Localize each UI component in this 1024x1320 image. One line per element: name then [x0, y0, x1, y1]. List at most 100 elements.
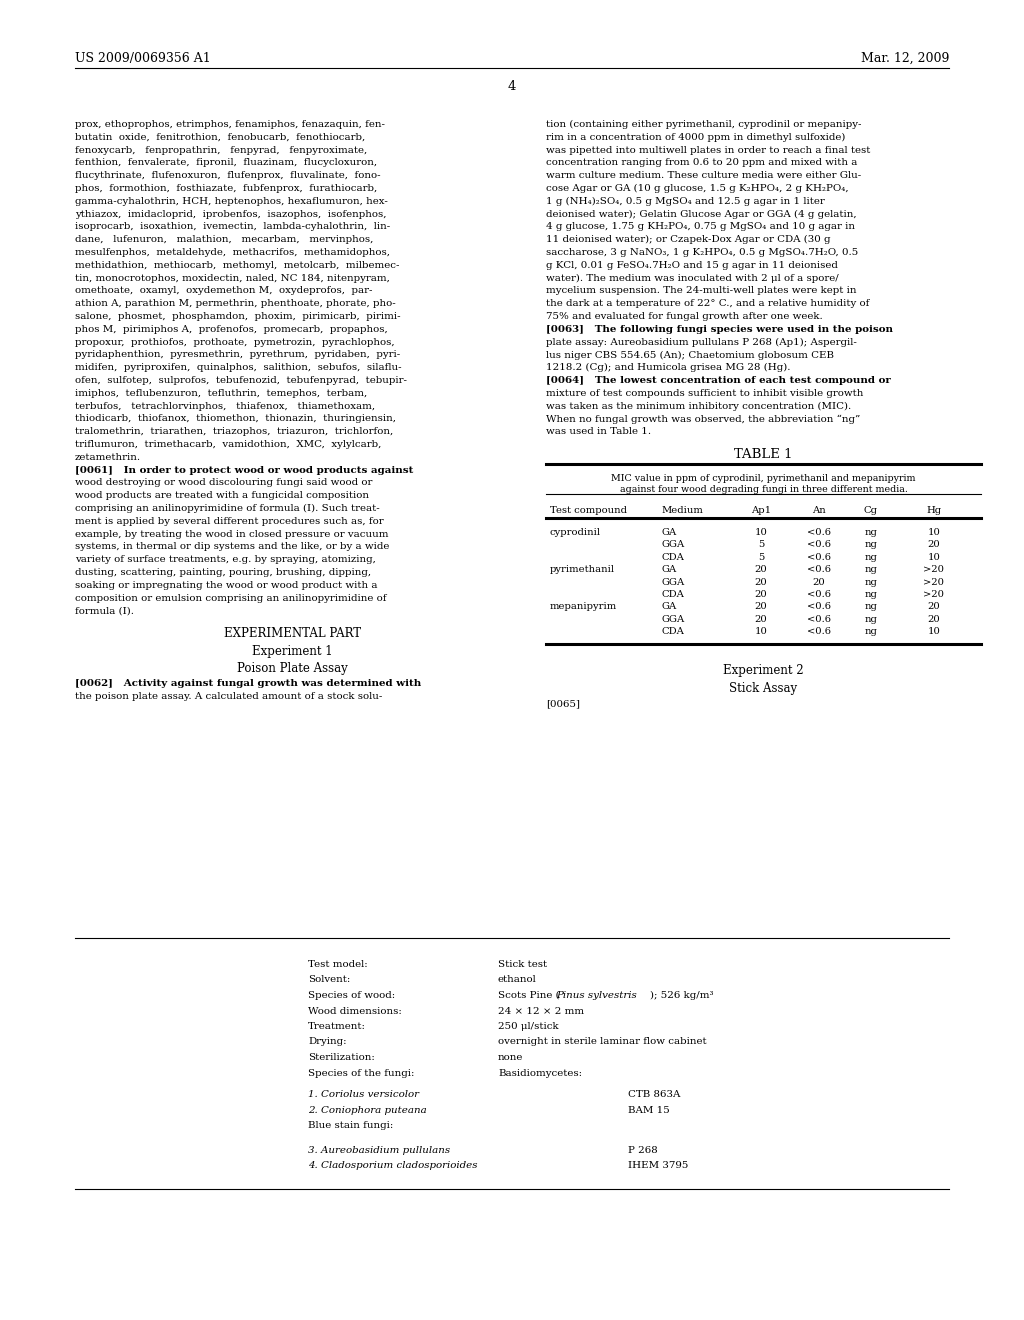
Text: 20: 20 — [928, 615, 940, 624]
Text: overnight in sterile laminar flow cabinet: overnight in sterile laminar flow cabine… — [498, 1038, 707, 1047]
Text: was used in Table 1.: was used in Table 1. — [546, 428, 651, 436]
Text: 10: 10 — [928, 627, 940, 636]
Text: tion (containing either pyrimethanil, cyprodinil or mepanipy-: tion (containing either pyrimethanil, cy… — [546, 120, 861, 129]
Text: 250 μl/stick: 250 μl/stick — [498, 1022, 559, 1031]
Text: tin, monocrotophos, moxidectin, naled, NC 184, nitenpyram,: tin, monocrotophos, moxidectin, naled, N… — [75, 273, 390, 282]
Text: concentration ranging from 0.6 to 20 ppm and mixed with a: concentration ranging from 0.6 to 20 ppm… — [546, 158, 857, 168]
Text: tralomethrin,  triarathen,  triazophos,  triazuron,  trichlorfon,: tralomethrin, triarathen, triazophos, tr… — [75, 428, 393, 436]
Text: zetamethrin.: zetamethrin. — [75, 453, 141, 462]
Text: 20: 20 — [928, 602, 940, 611]
Text: prox, ethoprophos, etrimphos, fenamiphos, fenazaquin, fen-: prox, ethoprophos, etrimphos, fenamiphos… — [75, 120, 385, 129]
Text: Solvent:: Solvent: — [308, 975, 350, 985]
Text: 1. Coriolus versicolor: 1. Coriolus versicolor — [308, 1090, 419, 1100]
Text: deionised water); Gelatin Glucose Agar or GGA (4 g gelatin,: deionised water); Gelatin Glucose Agar o… — [546, 210, 857, 219]
Text: propoxur,  prothiofos,  prothoate,  pymetrozin,  pyrachlophos,: propoxur, prothiofos, prothoate, pymetro… — [75, 338, 394, 347]
Text: triflumuron,  trimethacarb,  vamidothion,  XMC,  xylylcarb,: triflumuron, trimethacarb, vamidothion, … — [75, 440, 381, 449]
Text: was taken as the minimum inhibitory concentration (MIC).: was taken as the minimum inhibitory conc… — [546, 401, 851, 411]
Text: Sterilization:: Sterilization: — [308, 1053, 375, 1063]
Text: lus niger CBS 554.65 (An); Chaetomium globosum CEB: lus niger CBS 554.65 (An); Chaetomium gl… — [546, 350, 834, 359]
Text: mepanipyrim: mepanipyrim — [550, 602, 617, 611]
Text: <0.6: <0.6 — [807, 615, 831, 624]
Text: ment is applied by several different procedures such as, for: ment is applied by several different pro… — [75, 517, 384, 525]
Text: Species of the fungi:: Species of the fungi: — [308, 1068, 415, 1077]
Text: Basidiomycetes:: Basidiomycetes: — [498, 1068, 582, 1077]
Text: pyridaphenthion,  pyresmethrin,  pyrethrum,  pyridaben,  pyri-: pyridaphenthion, pyresmethrin, pyrethrum… — [75, 350, 400, 359]
Text: GA: GA — [662, 565, 676, 574]
Text: GA: GA — [662, 602, 676, 611]
Text: P 268: P 268 — [628, 1146, 657, 1155]
Text: cyprodinil: cyprodinil — [550, 528, 601, 537]
Text: example, by treating the wood in closed pressure or vacuum: example, by treating the wood in closed … — [75, 529, 388, 539]
Text: [0061]   In order to protect wood or wood products against: [0061] In order to protect wood or wood … — [75, 466, 414, 475]
Text: g KCl, 0.01 g FeSO₄.7H₂O and 15 g agar in 11 deionised: g KCl, 0.01 g FeSO₄.7H₂O and 15 g agar i… — [546, 261, 838, 269]
Text: ng: ng — [864, 627, 878, 636]
Text: composition or emulsion comprising an anilinopyrimidine of: composition or emulsion comprising an an… — [75, 594, 386, 603]
Text: 20: 20 — [755, 565, 767, 574]
Text: systems, in thermal or dip systems and the like, or by a wide: systems, in thermal or dip systems and t… — [75, 543, 389, 552]
Text: 11 deionised water); or Czapek-Dox Agar or CDA (30 g: 11 deionised water); or Czapek-Dox Agar … — [546, 235, 830, 244]
Text: rim in a concentration of 4000 ppm in dimethyl sulfoxide): rim in a concentration of 4000 ppm in di… — [546, 133, 846, 143]
Text: CDA: CDA — [662, 553, 684, 562]
Text: >20: >20 — [924, 578, 944, 586]
Text: US 2009/0069356 A1: US 2009/0069356 A1 — [75, 51, 211, 65]
Text: CTB 863A: CTB 863A — [628, 1090, 680, 1100]
Text: terbufos,   tetrachlorvinphos,   thiafenox,   thiamethoxam,: terbufos, tetrachlorvinphos, thiafenox, … — [75, 401, 375, 411]
Text: ng: ng — [864, 540, 878, 549]
Text: <0.6: <0.6 — [807, 602, 831, 611]
Text: ); 526 kg/m³: ); 526 kg/m³ — [650, 991, 714, 1001]
Text: 10: 10 — [755, 627, 767, 636]
Text: ng: ng — [864, 553, 878, 562]
Text: saccharose, 3 g NaNO₃, 1 g K₂HPO₄, 0.5 g MgSO₄.7H₂O, 0.5: saccharose, 3 g NaNO₃, 1 g K₂HPO₄, 0.5 g… — [546, 248, 858, 257]
Text: Treatment:: Treatment: — [308, 1022, 366, 1031]
Text: Mar. 12, 2009: Mar. 12, 2009 — [860, 51, 949, 65]
Text: <0.6: <0.6 — [807, 540, 831, 549]
Text: CDA: CDA — [662, 627, 684, 636]
Text: CDA: CDA — [662, 590, 684, 599]
Text: athion A, parathion M, permethrin, phenthoate, phorate, pho-: athion A, parathion M, permethrin, phent… — [75, 300, 395, 308]
Text: An: An — [812, 506, 826, 515]
Text: ethanol: ethanol — [498, 975, 537, 985]
Text: methidathion,  methiocarb,  methomyl,  metolcarb,  milbemec-: methidathion, methiocarb, methomyl, meto… — [75, 261, 399, 269]
Text: soaking or impregnating the wood or wood product with a: soaking or impregnating the wood or wood… — [75, 581, 378, 590]
Text: Stick test: Stick test — [498, 960, 547, 969]
Text: mixture of test compounds sufficient to inhibit visible growth: mixture of test compounds sufficient to … — [546, 389, 863, 397]
Text: ng: ng — [864, 615, 878, 624]
Text: >20: >20 — [924, 565, 944, 574]
Text: midifen,  pyriproxifen,  quinalphos,  salithion,  sebufos,  silaflu-: midifen, pyriproxifen, quinalphos, salit… — [75, 363, 401, 372]
Text: Medium: Medium — [662, 506, 702, 515]
Text: <0.6: <0.6 — [807, 553, 831, 562]
Text: Wood dimensions:: Wood dimensions: — [308, 1006, 401, 1015]
Text: wood products are treated with a fungicidal composition: wood products are treated with a fungici… — [75, 491, 369, 500]
Text: IHEM 3795: IHEM 3795 — [628, 1162, 688, 1171]
Text: TABLE 1: TABLE 1 — [734, 447, 793, 461]
Text: <0.6: <0.6 — [807, 590, 831, 599]
Text: pyrimethanil: pyrimethanil — [550, 565, 615, 574]
Text: 20: 20 — [755, 578, 767, 586]
Text: mycelium suspension. The 24-multi-well plates were kept in: mycelium suspension. The 24-multi-well p… — [546, 286, 856, 296]
Text: Test model:: Test model: — [308, 960, 368, 969]
Text: butatin  oxide,  fenitrothion,  fenobucarb,  fenothiocarb,: butatin oxide, fenitrothion, fenobucarb,… — [75, 133, 366, 141]
Text: water). The medium was inoculated with 2 μl of a spore/: water). The medium was inoculated with 2… — [546, 273, 839, 282]
Text: 20: 20 — [813, 578, 825, 586]
Text: Hg: Hg — [927, 506, 941, 515]
Text: Poison Plate Assay: Poison Plate Assay — [238, 663, 348, 676]
Text: EXPERIMENTAL PART: EXPERIMENTAL PART — [224, 627, 361, 640]
Text: wood destroying or wood discolouring fungi said wood or: wood destroying or wood discolouring fun… — [75, 478, 373, 487]
Text: GGA: GGA — [662, 615, 684, 624]
Text: the dark at a temperature of 22° C., and a relative humidity of: the dark at a temperature of 22° C., and… — [546, 300, 869, 308]
Text: Pinus sylvestris: Pinus sylvestris — [556, 991, 637, 1001]
Text: fenoxycarb,   fenpropathrin,   fenpyrad,   fenpyroximate,: fenoxycarb, fenpropathrin, fenpyrad, fen… — [75, 145, 368, 154]
Text: Cg: Cg — [864, 506, 878, 515]
Text: ng: ng — [864, 565, 878, 574]
Text: GGA: GGA — [662, 578, 684, 586]
Text: Scots Pine (: Scots Pine ( — [498, 991, 560, 1001]
Text: 20: 20 — [755, 590, 767, 599]
Text: 5: 5 — [758, 553, 764, 562]
Text: variety of surface treatments, e.g. by spraying, atomizing,: variety of surface treatments, e.g. by s… — [75, 556, 376, 564]
Text: cose Agar or GA (10 g glucose, 1.5 g K₂HPO₄, 2 g KH₂PO₄,: cose Agar or GA (10 g glucose, 1.5 g K₂H… — [546, 183, 849, 193]
Text: imiphos,  teflubenzuron,  tefluthrin,  temephos,  terbam,: imiphos, teflubenzuron, tefluthrin, teme… — [75, 389, 368, 397]
Text: Drying:: Drying: — [308, 1038, 347, 1047]
Text: ng: ng — [864, 602, 878, 611]
Text: salone,  phosmet,  phosphamdon,  phoxim,  pirimicarb,  pirimi-: salone, phosmet, phosphamdon, phoxim, pi… — [75, 312, 400, 321]
Text: When no fungal growth was observed, the abbreviation “ng”: When no fungal growth was observed, the … — [546, 414, 860, 424]
